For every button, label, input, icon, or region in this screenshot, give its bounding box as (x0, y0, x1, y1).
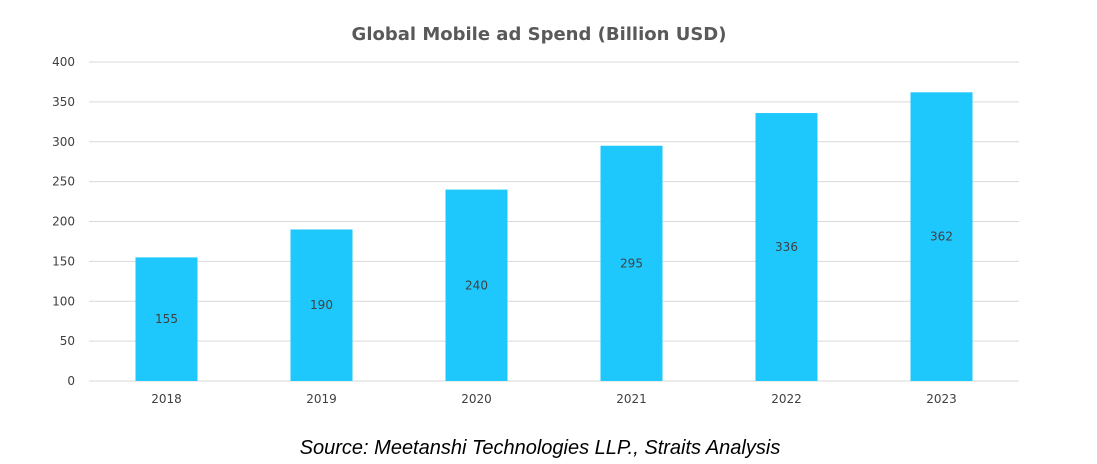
data-labels: 155 190 240 295 336 362 (155, 230, 953, 327)
gridlines (89, 61, 1019, 382)
x-tick-label: 2019 (306, 392, 337, 406)
bar-2018 (135, 257, 198, 381)
y-tick-label: 400 (52, 55, 75, 69)
bar-2022 (755, 113, 818, 381)
x-tick-label: 2018 (151, 392, 182, 406)
chart: Global Mobile ad Spend (Billion USD) 0 50… (52, 24, 1019, 406)
x-axis: 2018 2019 2020 2021 2022 2023 (151, 392, 957, 406)
data-label: 336 (775, 240, 798, 254)
data-label: 240 (465, 278, 488, 292)
bar-2023 (910, 92, 973, 382)
data-label: 295 (620, 256, 643, 270)
bar-2019 (290, 229, 353, 381)
source-note: Source: Meetanshi Technologies LLP., Str… (299, 437, 781, 459)
y-axis: 0 50 100 150 200 250 300 350 400 (52, 55, 75, 388)
data-label: 362 (930, 230, 953, 244)
chart-title: Global Mobile ad Spend (Billion USD) (352, 24, 727, 45)
data-label: 190 (310, 298, 333, 312)
bar-2020 (445, 189, 508, 381)
x-tick-label: 2022 (771, 392, 802, 406)
bars (135, 92, 973, 382)
bar-2021 (600, 145, 663, 381)
y-tick-label: 200 (52, 215, 75, 229)
x-tick-label: 2021 (616, 392, 647, 406)
x-tick-label: 2020 (461, 392, 492, 406)
y-tick-label: 0 (67, 374, 75, 388)
y-tick-label: 100 (52, 294, 75, 308)
y-tick-label: 300 (52, 135, 75, 149)
y-tick-label: 350 (52, 95, 75, 109)
x-tick-label: 2023 (926, 392, 957, 406)
y-tick-label: 50 (60, 334, 75, 348)
y-tick-label: 150 (52, 254, 75, 268)
data-label: 155 (155, 312, 178, 326)
y-tick-label: 250 (52, 175, 75, 189)
